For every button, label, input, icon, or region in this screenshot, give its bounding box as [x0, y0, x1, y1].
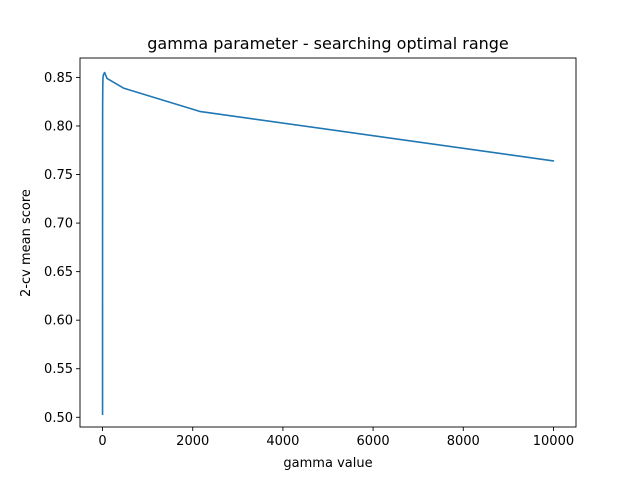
y-tick-label: 0.65: [44, 265, 73, 280]
series-line-0: [101, 71, 555, 416]
chart-title: gamma parameter - searching optimal rang…: [147, 34, 509, 53]
plot-area: [79, 57, 577, 428]
x-tick-label: 0: [98, 434, 106, 449]
x-tick-label: 8000: [447, 434, 480, 449]
y-tick-label: 0.80: [44, 119, 73, 134]
y-tick-label: 0.85: [44, 71, 73, 86]
x-tick-label: 4000: [266, 434, 299, 449]
x-axis-label: gamma value: [283, 456, 372, 471]
x-tick-label: 2000: [176, 434, 209, 449]
x-tick-label: 6000: [357, 434, 390, 449]
x-axis-ticks: 0 2000 4000 6000 8000 10000: [98, 427, 574, 449]
y-tick-label: 0.60: [44, 314, 73, 329]
y-axis-label: 2-cv mean score: [19, 189, 34, 297]
y-tick-label: 0.70: [44, 217, 73, 232]
axes-frame: [79, 57, 577, 428]
y-axis-ticks: 0.50 0.55 0.60 0.65 0.70 0.75 0.80 0.85: [44, 71, 80, 426]
y-tick-label: 0.50: [44, 411, 73, 426]
y-tick-label: 0.75: [44, 168, 73, 183]
x-tick-label: 10000: [533, 434, 574, 449]
y-tick-label: 0.55: [44, 362, 73, 377]
